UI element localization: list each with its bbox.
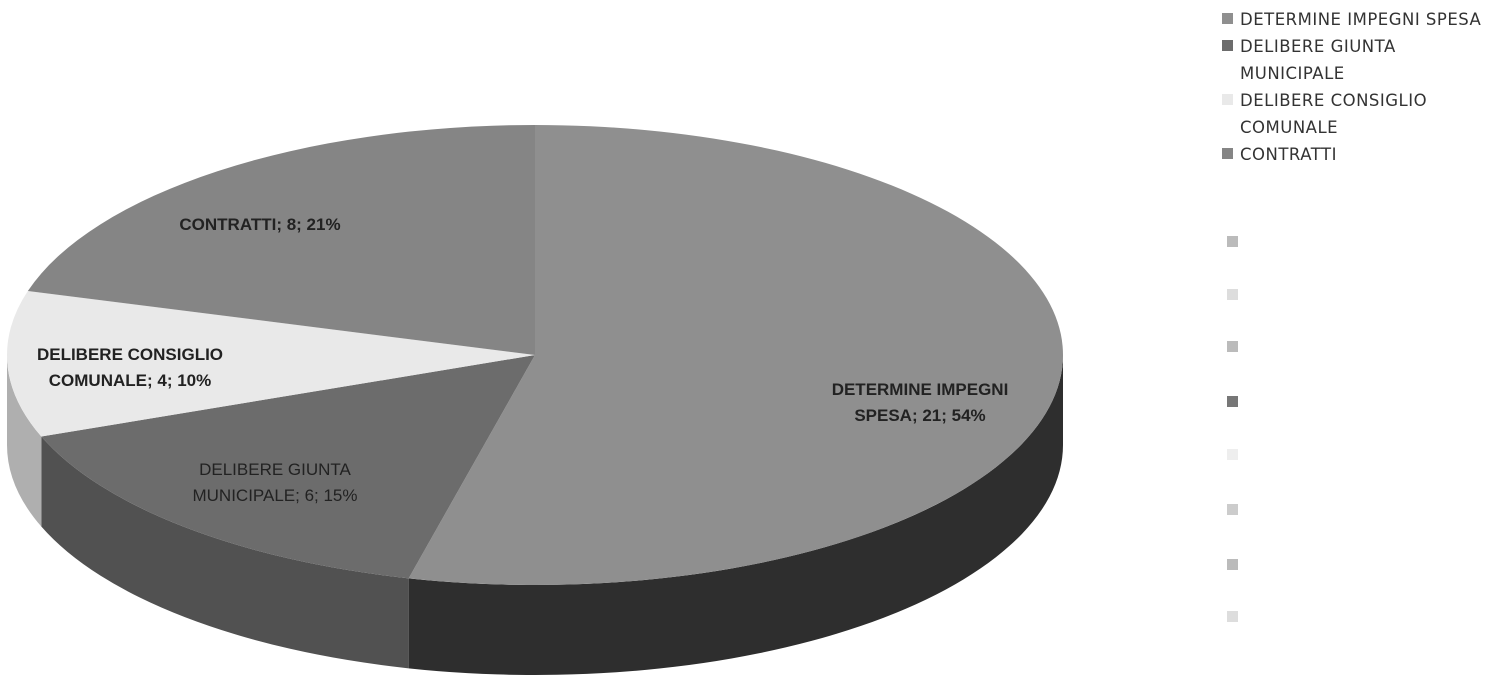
pie-slice [41,355,535,579]
legend-swatch-empty [1227,559,1238,570]
legend-swatch-empty [1227,611,1238,622]
data-label: DELIBERE GIUNTA MUNICIPALE; 6; 15% [192,460,358,505]
legend-item: CONTRATTI [1222,141,1487,168]
legend: DETERMINE IMPEGNI SPESA DELIBERE GIUNTA M… [1222,6,1487,168]
legend-label: DELIBERE GIUNTA MUNICIPALE [1240,37,1396,83]
pie-slice [7,291,536,437]
legend-swatch [1222,94,1233,105]
pie-side [7,355,42,527]
legend-swatch-empty [1227,504,1238,515]
legend-swatch [1222,148,1233,159]
legend-swatch [1222,40,1233,51]
data-label: DETERMINE IMPEGNI SPESA; 21; 54% [831,380,1009,425]
legend-label: DELIBERE CONSIGLIO COMUNALE [1240,91,1428,137]
legend-item: DELIBERE GIUNTA MUNICIPALE [1222,33,1487,87]
legend-label: CONTRATTI [1240,145,1337,164]
data-label: CONTRATTI; 8; 21% [179,215,341,234]
legend-swatch [1222,13,1233,24]
legend-swatch-empty [1227,236,1238,247]
pie-slice [408,125,1064,586]
pie-slice [27,125,536,355]
legend-swatch-empty [1227,289,1238,300]
legend-swatch-empty [1227,449,1238,460]
pie-side [41,436,409,669]
data-label: DELIBERE CONSIGLIO COMUNALE; 4; 10% [36,345,224,390]
legend-swatch-empty [1227,396,1238,407]
legend-item: DELIBERE CONSIGLIO COMUNALE [1222,87,1487,141]
legend-item: DETERMINE IMPEGNI SPESA [1222,6,1487,33]
pie-side [408,355,1063,675]
legend-swatch-empty [1227,341,1238,352]
legend-label: DETERMINE IMPEGNI SPESA [1240,10,1482,29]
